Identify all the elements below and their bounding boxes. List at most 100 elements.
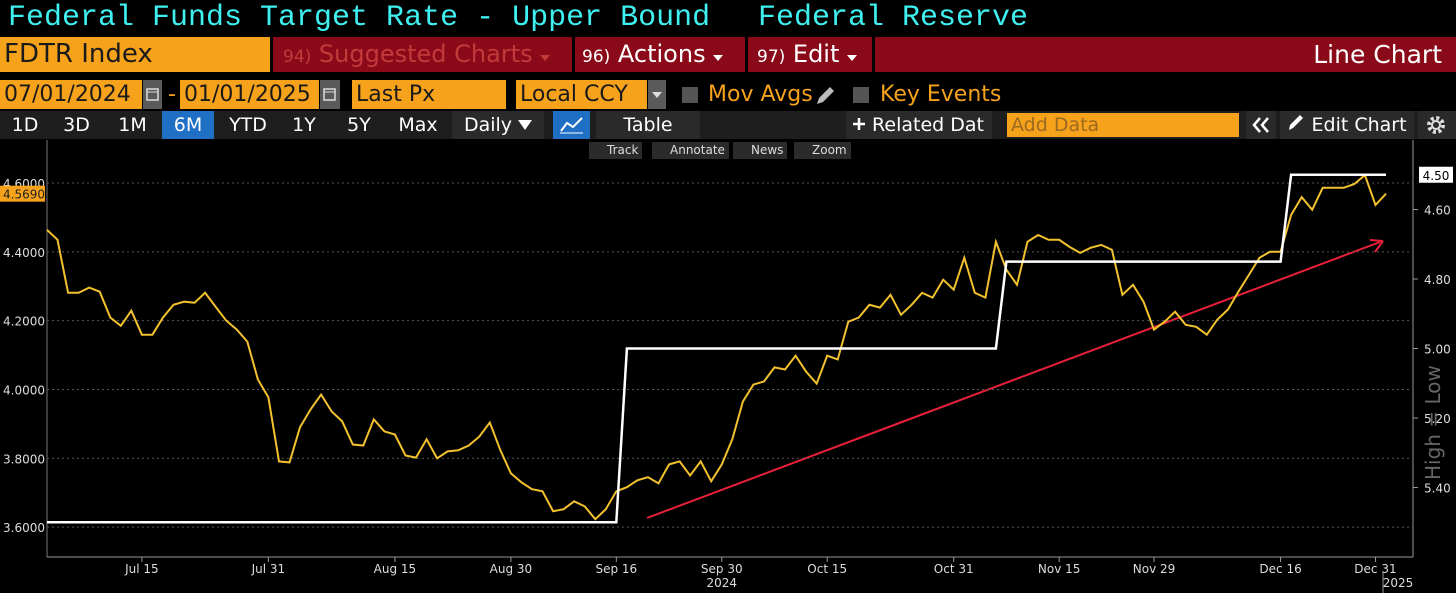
key-events-label: Key Events [880, 82, 1002, 107]
add-data-input[interactable]: Add Data [1007, 113, 1239, 137]
checkbox[interactable] [853, 87, 869, 103]
last-value-box [0, 185, 45, 202]
frequency-label: Daily [463, 114, 513, 136]
pencil-glyph [1289, 115, 1304, 130]
x-tick-label: Aug 15 [374, 562, 417, 576]
trend-line [646, 241, 1381, 519]
last-value-label: 4.5690 [3, 188, 45, 202]
x-tick-label: Nov 15 [1038, 562, 1081, 576]
calendar-glyph [323, 88, 336, 101]
actions-menu[interactable]: 96) Actions [582, 37, 724, 75]
mov-avgs-label: Mov Avgs [708, 82, 813, 107]
y-tick-label: 4.2000 [3, 315, 45, 329]
edit-chart-label: Edit Chart [1311, 114, 1407, 136]
field-select[interactable]: Last Px [352, 80, 506, 109]
x-tick-label: Dec 31 [1354, 562, 1396, 576]
suggested-charts-menu[interactable]: 94) Suggested Charts [283, 37, 551, 75]
currency-select[interactable]: Local CCY [516, 80, 647, 109]
y2-tick-label: 4.80 [1424, 273, 1451, 287]
pencil-icon[interactable] [814, 83, 836, 111]
dropdown-arrow [518, 120, 533, 130]
gear-glyph [1427, 116, 1445, 134]
x-tick-label: Sep 16 [595, 562, 637, 576]
chart-tool[interactable]: Annotate [652, 142, 729, 159]
menu-number: 96) [582, 47, 611, 67]
dropdown-button[interactable] [648, 80, 666, 109]
series-line [46, 173, 1387, 521]
table-button[interactable]: Table [596, 111, 700, 139]
dropdown-arrow [652, 92, 662, 98]
calendar-icon[interactable] [143, 80, 162, 109]
x-tick-label: Dec 16 [1259, 562, 1301, 576]
range-tab[interactable]: YTD [218, 111, 278, 139]
date-separator: - [168, 82, 176, 107]
plus-glyph [853, 118, 865, 130]
menu-number: 94) [283, 47, 312, 67]
menu-bar [273, 37, 1456, 72]
range-tab[interactable]: 1M [103, 111, 162, 139]
start-date[interactable]: 07/01/2024 [0, 80, 142, 109]
x-year-label: 2025 [1383, 576, 1414, 590]
related-data-button[interactable]: Related Dat [846, 111, 992, 139]
y2-tick-label: 4.60 [1424, 204, 1451, 218]
edit-chart-button[interactable]: Edit Chart [1280, 111, 1414, 139]
calendar-icon[interactable] [320, 80, 340, 109]
range-tab[interactable]: 5Y [330, 111, 388, 139]
x-year-label: 2024 [706, 576, 737, 590]
range-tab[interactable]: 6M [162, 111, 214, 139]
collapse-button[interactable] [1246, 111, 1276, 139]
y-tick-label: 4.0000 [3, 383, 45, 397]
x-tick-label: Jul 31 [251, 562, 286, 576]
last-value-box [1419, 166, 1453, 183]
chart-tool[interactable]: Zoom [794, 142, 851, 159]
y-tick-label: 3.6000 [3, 521, 45, 535]
chart-type: Line Chart [1313, 40, 1442, 69]
y2-axis-label: High = Low [1421, 365, 1445, 480]
range-tab[interactable]: 1D [0, 111, 50, 139]
dropdown-arrow [847, 55, 858, 61]
chart-tool[interactable]: Track [589, 142, 643, 159]
range-tab[interactable]: 1Y [278, 111, 330, 139]
menu-number: 97) [757, 47, 786, 67]
x-tick-label: Aug 30 [490, 562, 533, 576]
security-title: Federal Funds Target Rate - Upper Bound [8, 1, 711, 35]
trend-arrowhead [1369, 239, 1384, 253]
y2-tick-label: 5.00 [1424, 343, 1451, 357]
last-value-label: 4.50 [1423, 169, 1450, 183]
checkbox[interactable] [682, 87, 698, 103]
pencil-glyph [817, 87, 834, 104]
line-chart-glyph [560, 117, 583, 134]
chart-tool[interactable]: News [733, 142, 788, 159]
ticker-field[interactable]: FDTR Index [0, 37, 270, 72]
end-date[interactable]: 01/01/2025 [180, 80, 319, 109]
x-tick-label: Sep 30 [701, 562, 743, 576]
dropdown-arrow [713, 55, 724, 61]
menu-label: Edit [792, 40, 840, 68]
y2-tick-label: 5.40 [1424, 482, 1451, 496]
settings-button[interactable] [1418, 111, 1456, 139]
chart: 3.60003.80004.00004.20004.40004.60004.60… [0, 140, 1453, 593]
y-tick-label: 3.8000 [3, 452, 45, 466]
separator [745, 37, 748, 72]
double-chevron [1252, 117, 1269, 133]
range-tab[interactable]: 3D [50, 111, 103, 139]
source: Federal Reserve [758, 1, 1029, 35]
line-chart-button[interactable] [553, 111, 590, 139]
menu-label: Suggested Charts [318, 40, 533, 68]
x-tick-label: Oct 15 [807, 562, 847, 576]
series-line [47, 173, 1386, 524]
x-tick-label: Nov 29 [1133, 562, 1176, 576]
separator [572, 37, 575, 72]
menu-label: Actions [617, 40, 706, 68]
edit-menu[interactable]: 97) Edit [757, 37, 858, 75]
calendar-glyph [146, 88, 159, 101]
y2-tick-label: 5.20 [1424, 412, 1451, 426]
y-tick-label: 4.4000 [3, 246, 45, 260]
dropdown-arrow [540, 55, 551, 61]
x-tick-label: Jul 15 [124, 562, 159, 576]
frequency-select[interactable]: Daily [452, 111, 544, 139]
range-tab[interactable]: Max [388, 111, 448, 139]
related-data-label: Related Dat [872, 114, 984, 136]
x-tick-label: Oct 31 [934, 562, 974, 576]
